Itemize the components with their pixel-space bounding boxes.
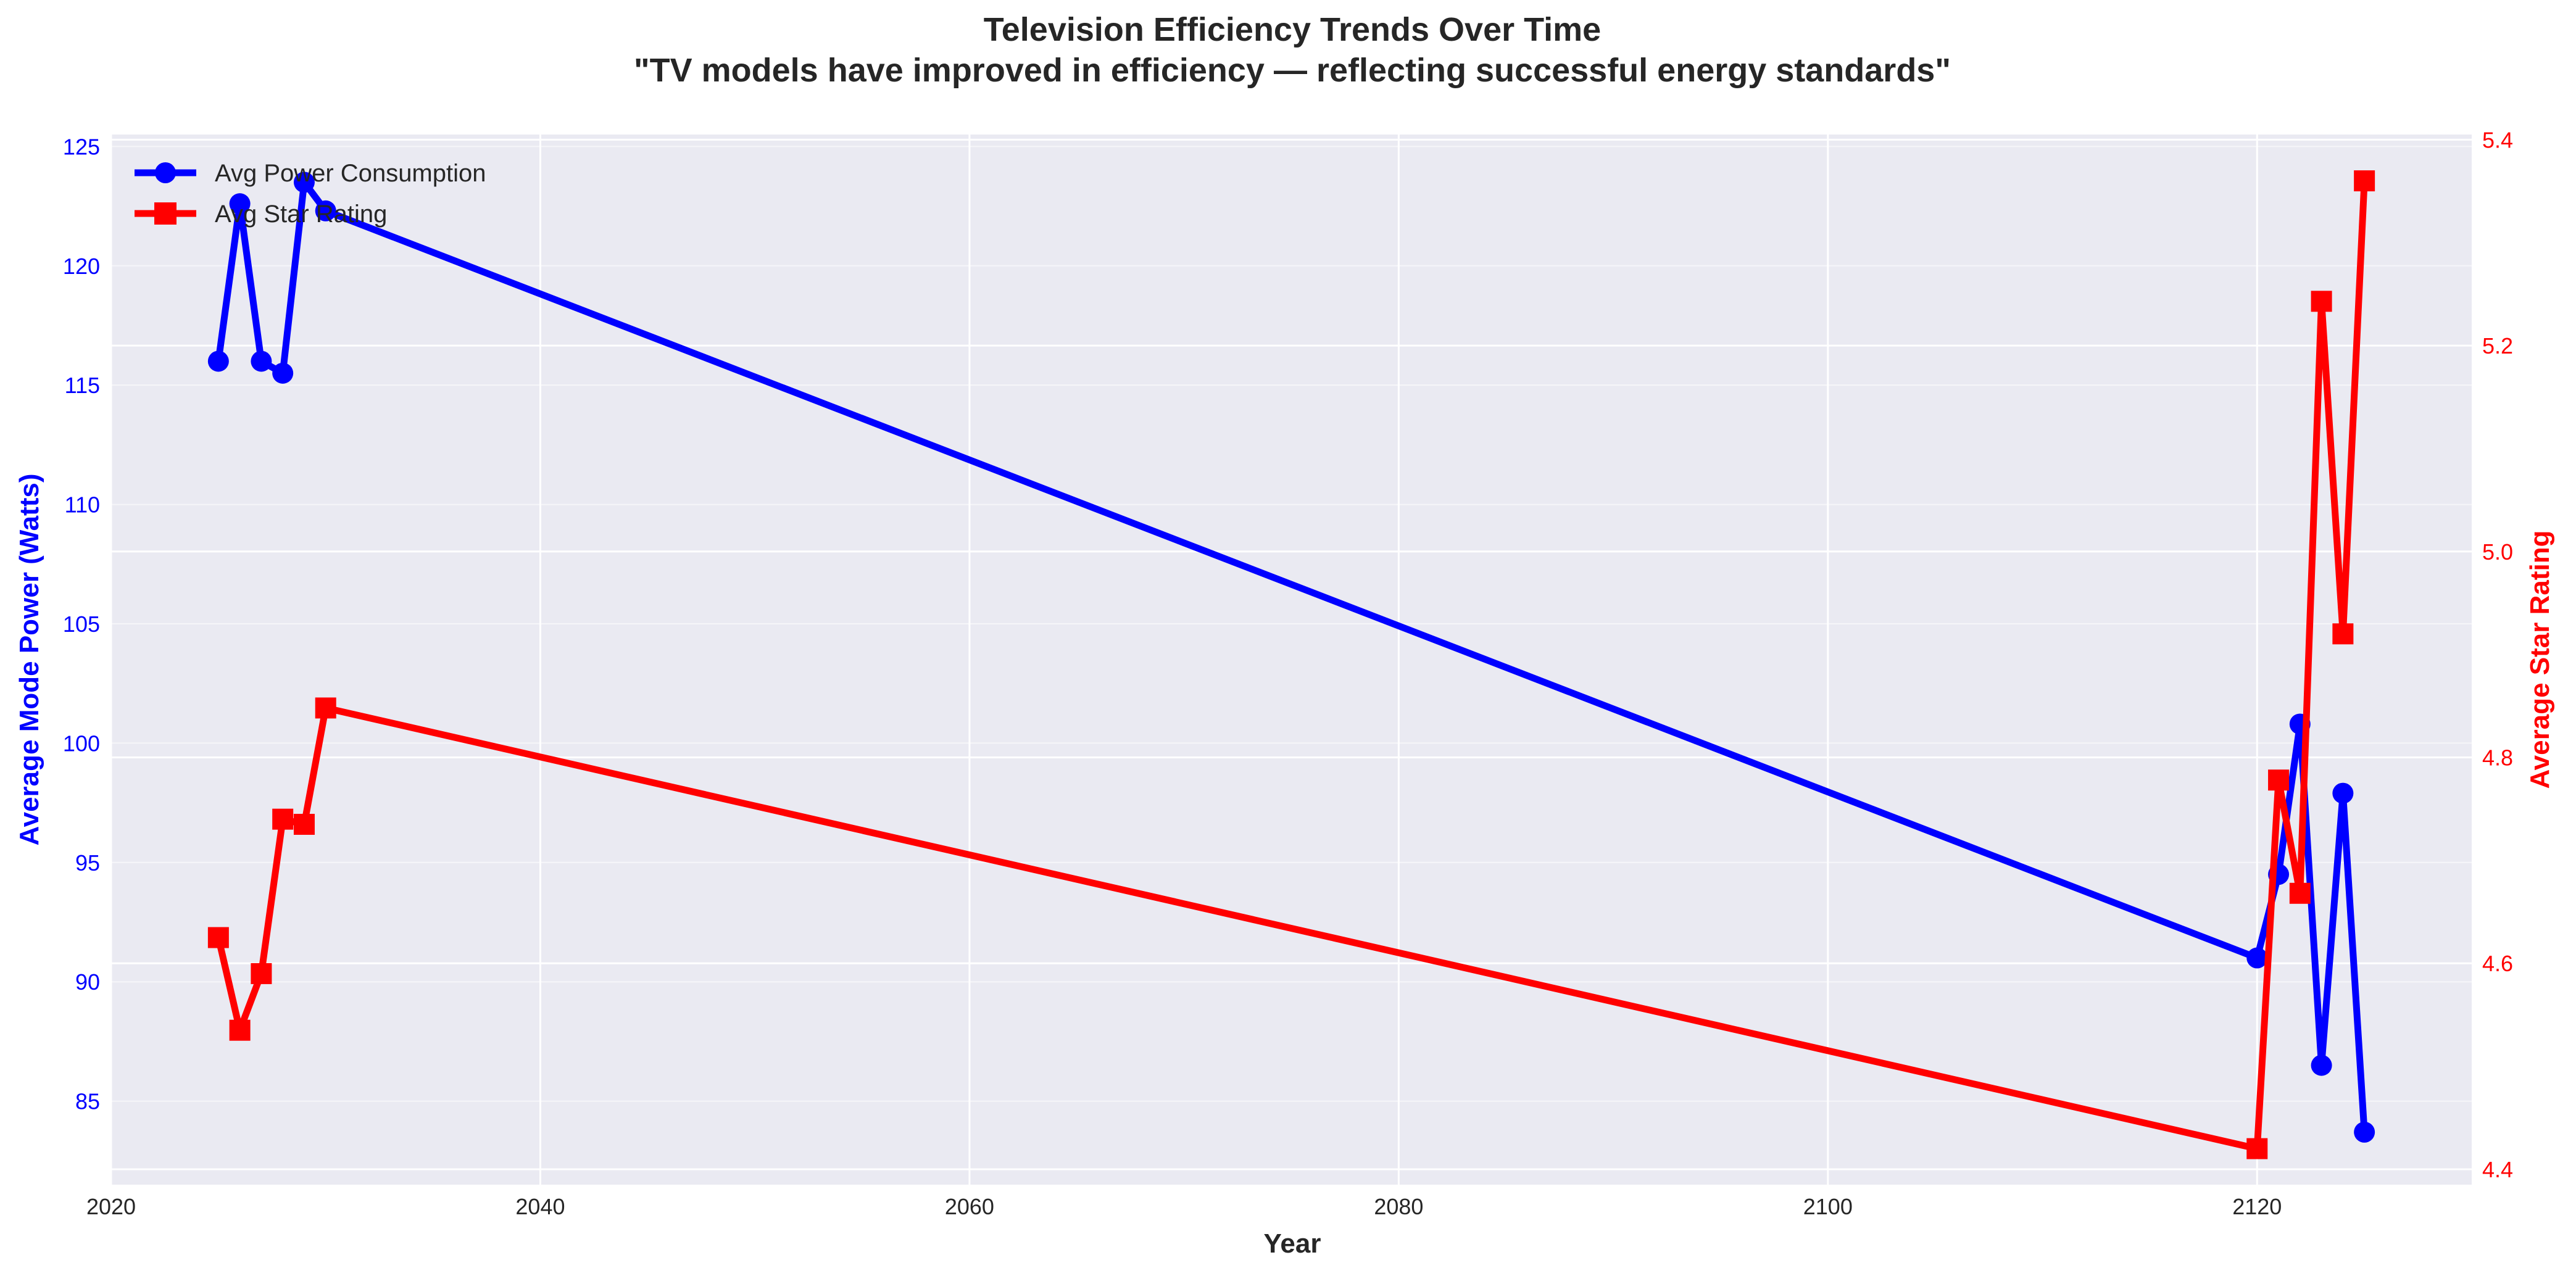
series-line [215,178,2368,1136]
y-axis-right-label: Average Star Rating [2525,531,2555,789]
y-axis-left-label: Average Mode Power (Watts) [14,473,44,845]
data-point [293,172,315,193]
y-right-tick-label: 5.2 [2482,333,2513,358]
data-point [2268,769,2290,791]
y-right-tick-label: 5.0 [2482,539,2513,565]
y-left-tick-label: 85 [75,1089,100,1114]
y-left-tick-label: 120 [63,254,100,279]
data-point [2354,170,2375,192]
data-point [315,697,336,719]
legend-power-marker [155,162,176,183]
data-point [272,362,294,384]
data-point [2311,291,2332,312]
y-left-tick-label: 110 [65,492,100,518]
series-star [207,170,2375,1159]
data-point [2332,623,2354,645]
data-point [207,350,229,372]
data-point [2354,1121,2375,1143]
y-right-tick-label: 5.4 [2482,127,2513,152]
y-left-tick-label: 95 [75,850,100,876]
x-tick-label: 2100 [1803,1194,1853,1219]
data-point [251,963,272,984]
legend-star-label: Avg Star Rating [215,201,387,228]
y-left-tick-label: 115 [65,373,100,398]
y-left-tick-label: 105 [63,611,100,637]
series-power [207,172,2375,1143]
chart-title: Television Efficiency Trends Over Time [984,11,1601,48]
x-tick-label: 2080 [1374,1194,1423,1219]
data-point [2246,1138,2268,1159]
y-left-tick-label: 125 [63,134,100,159]
data-point [229,1019,251,1041]
plot-area [111,135,2472,1185]
data-point [272,808,294,830]
data-point [315,200,336,222]
legend-power-label: Avg Power Consumption [215,160,486,187]
ticks: 2020 2040 2060 2080 2100 2120 85 90 95 100 105 110 1… [63,127,2513,1219]
data-point [229,193,251,215]
y-left-tick-label: 100 [63,731,100,756]
data-point [207,927,229,948]
y-left-tick-label: 90 [75,969,100,995]
y-right-tick-label: 4.8 [2482,745,2513,771]
data-point [2311,1054,2332,1076]
x-tick-label: 2020 [86,1194,136,1219]
series-layer [207,170,2375,1159]
x-tick-label: 2040 [515,1194,565,1219]
x-tick-label: 2120 [2232,1194,2282,1219]
grid [110,135,2472,1185]
data-point [2332,782,2354,804]
data-point [251,350,272,372]
legend-star-marker [154,202,177,225]
y-right-tick-label: 4.4 [2482,1157,2513,1182]
x-axis-label: Year [1264,1228,1321,1259]
data-point [2246,947,2268,969]
x-tick-label: 2060 [945,1194,994,1219]
y-right-tick-label: 4.6 [2482,951,2513,976]
data-point [293,813,315,835]
data-point [2289,882,2311,904]
chart-subtitle: "TV models have improved in efficiency —… [634,52,1951,89]
legend: Avg Power Consumption Avg Star Rating [135,160,486,228]
